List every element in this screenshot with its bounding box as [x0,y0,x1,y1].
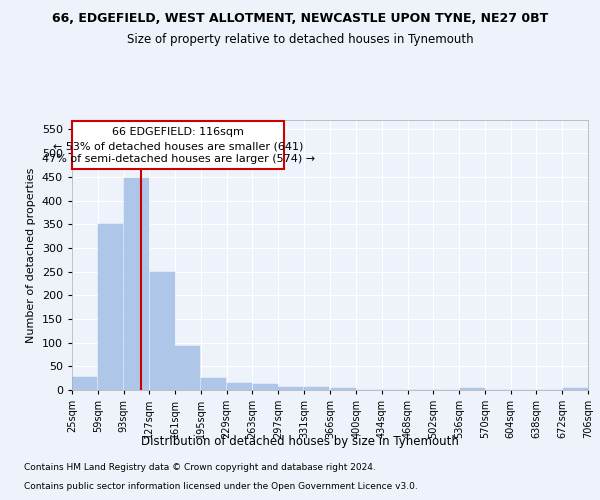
Text: 66 EDGEFIELD: 116sqm: 66 EDGEFIELD: 116sqm [112,127,244,137]
FancyBboxPatch shape [72,122,284,170]
Bar [460,388,485,390]
Bar [124,178,149,390]
Bar [253,384,278,390]
Bar [227,383,252,390]
Text: 66, EDGEFIELD, WEST ALLOTMENT, NEWCASTLE UPON TYNE, NE27 0BT: 66, EDGEFIELD, WEST ALLOTMENT, NEWCASTLE… [52,12,548,26]
Text: ← 53% of detached houses are smaller (641): ← 53% of detached houses are smaller (64… [53,142,303,152]
Bar [73,377,97,390]
Text: Contains public sector information licensed under the Open Government Licence v3: Contains public sector information licen… [24,482,418,491]
Text: 47% of semi-detached houses are larger (574) →: 47% of semi-detached houses are larger (… [41,154,314,164]
Bar [98,224,123,390]
Bar [278,386,304,390]
Bar [175,346,200,390]
Bar [331,388,356,390]
Text: Contains HM Land Registry data © Crown copyright and database right 2024.: Contains HM Land Registry data © Crown c… [24,464,376,472]
Text: Distribution of detached houses by size in Tynemouth: Distribution of detached houses by size … [141,435,459,448]
Bar [563,388,587,390]
Bar [304,386,329,390]
Y-axis label: Number of detached properties: Number of detached properties [26,168,36,342]
Bar [201,378,226,390]
Bar [149,272,175,390]
Text: Size of property relative to detached houses in Tynemouth: Size of property relative to detached ho… [127,32,473,46]
